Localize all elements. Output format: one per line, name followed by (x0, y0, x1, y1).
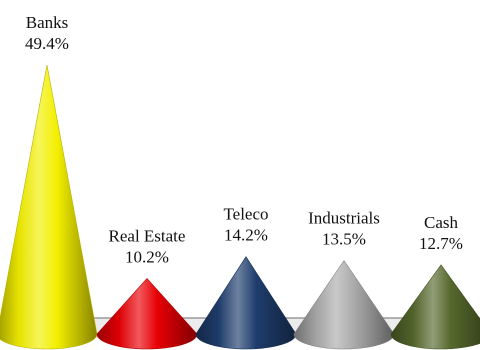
category-label: Industrials (308, 208, 380, 227)
cone-real-estate (96, 278, 198, 350)
cone-industrials (293, 259, 395, 350)
category-label: Cash (424, 213, 459, 232)
cone-cash (390, 264, 480, 350)
value-label: 49.4% (25, 34, 69, 53)
value-label: 14.2% (224, 226, 268, 245)
cone-teleco (195, 256, 297, 350)
value-label: 12.7% (419, 234, 463, 253)
value-label: 13.5% (322, 229, 366, 248)
category-label: Teleco (223, 205, 268, 224)
category-label: Real Estate (109, 226, 186, 245)
cone-banks (0, 64, 98, 350)
category-label: Banks (26, 13, 69, 32)
value-label: 10.2% (125, 247, 169, 266)
